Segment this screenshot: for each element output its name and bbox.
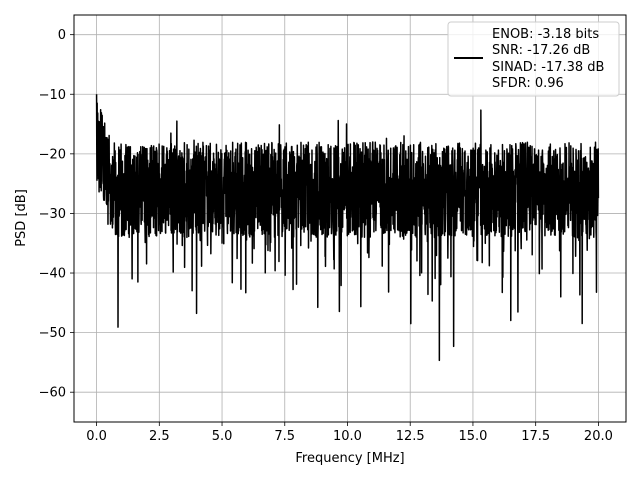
- legend-line-2: SNR: -17.26 dB: [492, 43, 590, 58]
- x-tick-label: 15.0: [458, 429, 487, 444]
- x-tick-label: 7.5: [274, 429, 295, 444]
- y-tick-label: −50: [39, 326, 66, 341]
- legend-box: [447, 21, 620, 97]
- x-tick-label: 2.5: [149, 429, 170, 444]
- legend-line-1: ENOB: -3.18 bits: [492, 27, 599, 42]
- legend: ENOB: -3.18 bits SNR: -17.26 dB SINAD: -…: [447, 21, 620, 97]
- legend-line-4: SFDR: 0.96: [492, 76, 564, 91]
- x-axis-ticks: 0.0 2.5 5.0 7.5 10.0 12.5 15.0 17.5 20.0: [86, 422, 613, 444]
- y-tick-label: 0: [58, 28, 66, 43]
- y-axis-label: PSD [dB]: [14, 189, 29, 247]
- y-tick-label: −20: [39, 147, 66, 162]
- x-tick-label: 10.0: [333, 429, 362, 444]
- x-axis-label: Frequency [MHz]: [295, 451, 404, 466]
- plot-frame: [73, 14, 627, 423]
- x-tick-label: 0.0: [86, 429, 107, 444]
- y-tick-label: −60: [39, 386, 66, 401]
- y-tick-label: −40: [39, 267, 66, 282]
- psd-trace: [95, 94, 600, 362]
- y-tick-label: −10: [39, 88, 66, 103]
- x-tick-label: 5.0: [212, 429, 233, 444]
- x-tick-label: 17.5: [521, 429, 550, 444]
- x-tick-label: 12.5: [396, 429, 425, 444]
- legend-line-3: SINAD: -17.38 dB: [492, 60, 604, 75]
- y-axis-ticks: 0 −10 −20 −30 −40 −50 −60: [39, 28, 74, 401]
- x-tick-label: 20.0: [584, 429, 613, 444]
- y-tick-label: −30: [39, 207, 66, 222]
